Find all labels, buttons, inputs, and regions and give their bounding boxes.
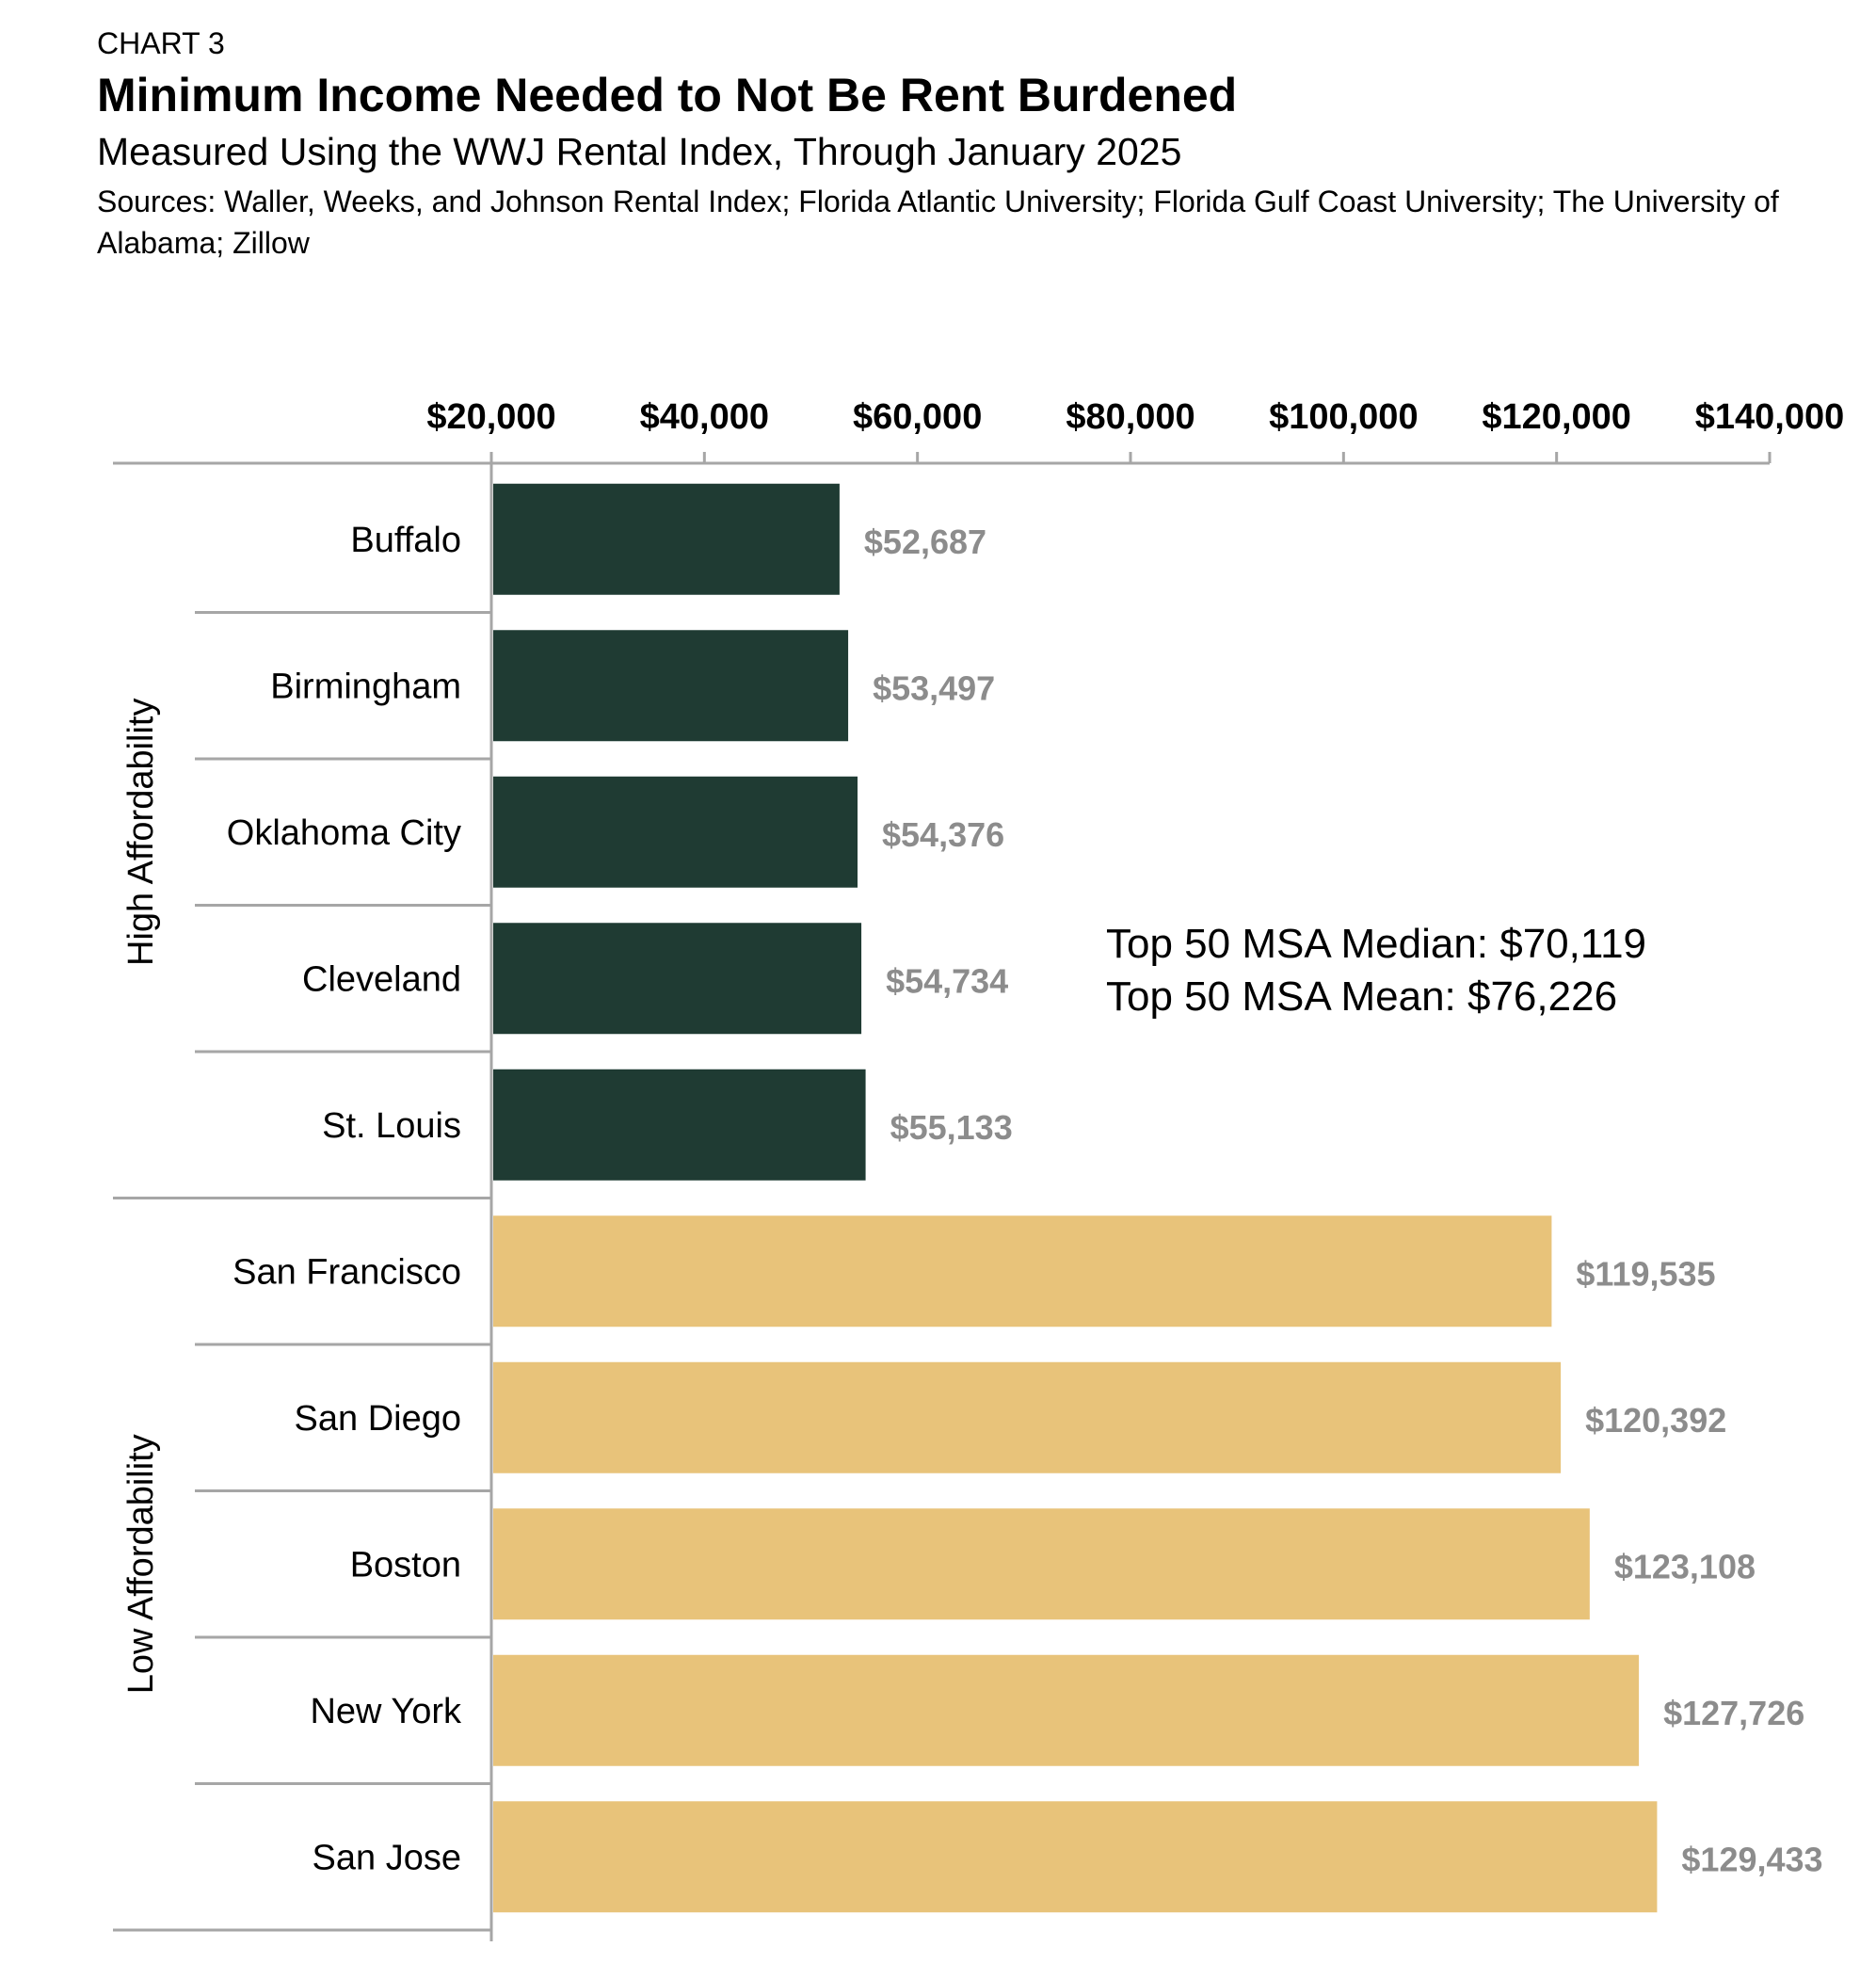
category-label: San Diego xyxy=(295,1399,461,1439)
group-label: High Affordability xyxy=(121,699,161,966)
data-label: $119,535 xyxy=(1576,1254,1715,1293)
category-label: Birmingham xyxy=(270,667,461,706)
x-tick-label: $40,000 xyxy=(640,397,769,437)
x-tick-label: $140,000 xyxy=(1695,397,1845,437)
data-label: $54,376 xyxy=(882,815,1004,854)
data-label: $123,108 xyxy=(1614,1547,1756,1585)
category-label: Cleveland xyxy=(302,959,461,999)
bar xyxy=(493,923,862,1035)
group-label: Low Affordability xyxy=(121,1434,161,1694)
mean-annotation: Top 50 MSA Mean: $76,226 xyxy=(1106,973,1618,1020)
chart-sources: Sources: Waller, Weeks, and Johnson Rent… xyxy=(97,185,1779,260)
category-label: Buffalo xyxy=(350,521,461,560)
median-annotation: Top 50 MSA Median: $70,119 xyxy=(1106,921,1647,967)
category-label: San Francisco xyxy=(232,1252,461,1292)
data-label: $52,687 xyxy=(864,523,986,561)
data-label: $129,433 xyxy=(1681,1840,1822,1878)
chart-subtitle: Measured Using the WWJ Rental Index, Thr… xyxy=(97,130,1182,173)
bar xyxy=(493,1508,1590,1620)
x-tick-label: $80,000 xyxy=(1066,397,1195,437)
data-label: $53,497 xyxy=(873,668,995,707)
chart-title: Minimum Income Needed to Not Be Rent Bur… xyxy=(97,69,1238,121)
x-tick-label: $100,000 xyxy=(1269,397,1419,437)
bar xyxy=(493,630,849,742)
labels: $20,000 $40,000 $60,000 $80,000 $100,000 $120… xyxy=(121,397,1844,1878)
bar xyxy=(493,1069,866,1181)
category-label: New York xyxy=(310,1692,462,1731)
data-label: $127,726 xyxy=(1663,1694,1804,1732)
bars xyxy=(493,483,1658,1913)
category-label: San Jose xyxy=(313,1838,461,1877)
bar xyxy=(493,776,858,888)
bar xyxy=(493,1654,1640,1766)
category-label: Oklahoma City xyxy=(227,813,461,853)
x-axis xyxy=(113,452,1772,1941)
bar xyxy=(493,1361,1562,1473)
data-label: $55,133 xyxy=(890,1108,1013,1147)
chart-label: CHART 3 xyxy=(97,26,225,60)
bar xyxy=(493,1801,1658,1913)
bar xyxy=(493,1215,1552,1327)
bar xyxy=(493,483,840,595)
x-tick-label: $120,000 xyxy=(1482,397,1631,437)
x-tick-label: $20,000 xyxy=(426,397,555,437)
category-label: Boston xyxy=(350,1545,461,1585)
x-tick-label: $60,000 xyxy=(853,397,982,437)
category-label: St. Louis xyxy=(322,1106,461,1146)
data-label: $54,734 xyxy=(886,961,1008,1000)
data-label: $120,392 xyxy=(1585,1401,1726,1440)
